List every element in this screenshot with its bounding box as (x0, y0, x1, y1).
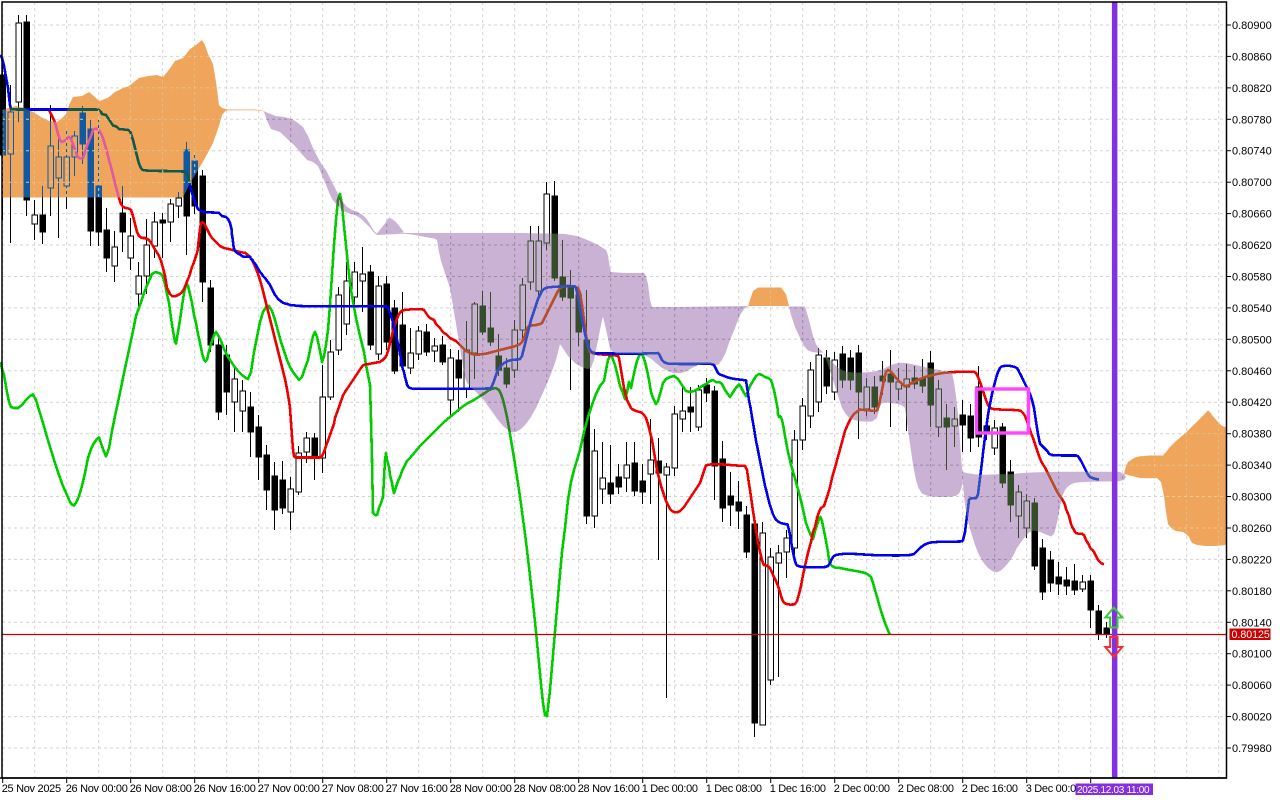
svg-text:0.80700: 0.80700 (1232, 177, 1272, 189)
svg-text:1 Dec 00:00: 1 Dec 00:00 (642, 783, 698, 795)
svg-text:0.80660: 0.80660 (1232, 209, 1272, 221)
svg-text:27 Nov 08:00: 27 Nov 08:00 (322, 783, 384, 795)
svg-text:0.80100: 0.80100 (1232, 649, 1272, 661)
svg-text:25 Nov 2025: 25 Nov 2025 (2, 783, 61, 795)
svg-text:0.80300: 0.80300 (1232, 492, 1272, 504)
svg-text:0.80260: 0.80260 (1232, 523, 1272, 535)
svg-text:27 Nov 00:00: 27 Nov 00:00 (258, 783, 320, 795)
svg-text:0.80580: 0.80580 (1232, 272, 1272, 284)
svg-text:2 Dec 08:00: 2 Dec 08:00 (898, 783, 954, 795)
svg-text:0.80420: 0.80420 (1232, 397, 1272, 409)
svg-text:2 Dec 16:00: 2 Dec 16:00 (962, 783, 1018, 795)
svg-text:28 Nov 16:00: 28 Nov 16:00 (578, 783, 640, 795)
svg-text:0.80900: 0.80900 (1232, 20, 1272, 32)
svg-text:0.80500: 0.80500 (1232, 334, 1272, 346)
svg-text:26 Nov 16:00: 26 Nov 16:00 (194, 783, 256, 795)
svg-text:0.80020: 0.80020 (1232, 712, 1272, 724)
svg-text:0.79980: 0.79980 (1232, 743, 1272, 755)
svg-text:3 Dec 00:00: 3 Dec 00:00 (1026, 783, 1082, 795)
svg-text:0.80140: 0.80140 (1232, 617, 1272, 629)
svg-text:0.80125: 0.80125 (1232, 629, 1270, 641)
svg-text:1 Dec 16:00: 1 Dec 16:00 (770, 783, 826, 795)
svg-text:0.80340: 0.80340 (1232, 460, 1272, 472)
svg-text:26 Nov 08:00: 26 Nov 08:00 (130, 783, 192, 795)
svg-text:0.80180: 0.80180 (1232, 586, 1272, 598)
svg-text:28 Nov 08:00: 28 Nov 08:00 (514, 783, 576, 795)
svg-text:27 Nov 16:00: 27 Nov 16:00 (386, 783, 448, 795)
svg-text:2 Dec 00:00: 2 Dec 00:00 (834, 783, 890, 795)
svg-text:0.80380: 0.80380 (1232, 429, 1272, 441)
svg-text:0.80820: 0.80820 (1232, 83, 1272, 95)
svg-text:0.80540: 0.80540 (1232, 303, 1272, 315)
svg-text:26 Nov 00:00: 26 Nov 00:00 (66, 783, 128, 795)
svg-text:2025.12.03 11:00: 2025.12.03 11:00 (1077, 785, 1150, 796)
svg-text:0.80460: 0.80460 (1232, 366, 1272, 378)
svg-text:0.80740: 0.80740 (1232, 146, 1272, 158)
svg-text:0.80220: 0.80220 (1232, 554, 1272, 566)
svg-text:0.80780: 0.80780 (1232, 114, 1272, 126)
svg-text:1 Dec 08:00: 1 Dec 08:00 (706, 783, 762, 795)
svg-text:0.80620: 0.80620 (1232, 240, 1272, 252)
svg-text:0.80860: 0.80860 (1232, 51, 1272, 63)
svg-text:28 Nov 00:00: 28 Nov 00:00 (450, 783, 512, 795)
svg-text:0.80060: 0.80060 (1232, 680, 1272, 692)
